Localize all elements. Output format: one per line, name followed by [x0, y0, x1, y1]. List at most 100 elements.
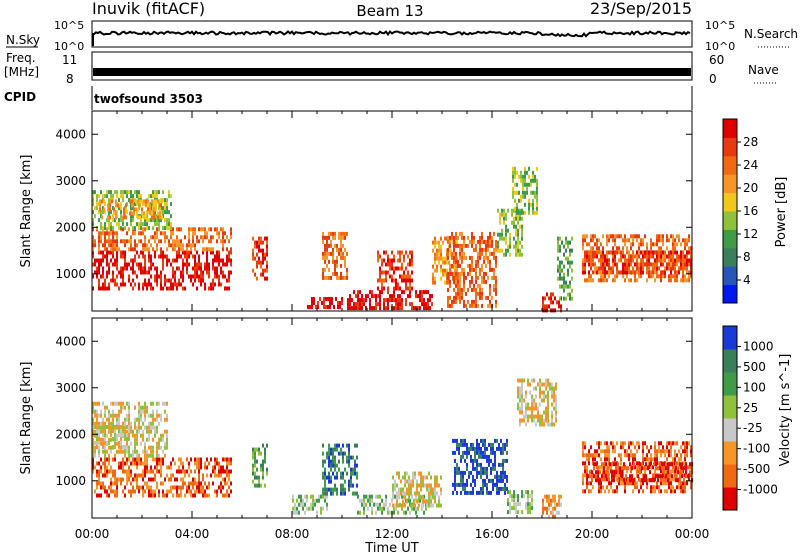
data-cell: [601, 474, 603, 479]
data-cell: [590, 445, 592, 450]
data-cell: [539, 402, 541, 407]
data-cell: [598, 250, 600, 255]
data-cell: [150, 235, 152, 240]
data-cell: [582, 258, 584, 263]
data-cell: [486, 490, 488, 495]
data-cell: [502, 450, 504, 455]
data-cell: [338, 231, 340, 236]
data-cell: [222, 262, 224, 267]
data-cell: [486, 470, 488, 475]
data-cell: [449, 271, 451, 276]
data-cell: [438, 244, 440, 249]
data-cell: [670, 449, 672, 454]
data-cell: [262, 272, 264, 277]
data-cell: [381, 286, 383, 291]
data-cell: [636, 270, 638, 275]
data-cell: [584, 453, 586, 458]
data-cell: [332, 259, 334, 264]
data-cell: [379, 506, 381, 511]
data-cell: [592, 234, 594, 239]
data-cell: [349, 298, 351, 303]
data-cell: [633, 478, 635, 483]
data-cell: [129, 199, 131, 204]
data-cell: [684, 457, 686, 462]
data-cell: [344, 247, 346, 252]
data-cell: [104, 437, 106, 441]
data-cell: [141, 207, 143, 212]
data-cell: [536, 198, 538, 203]
data-cell: [160, 274, 162, 279]
data-cell: [128, 477, 130, 482]
data-cell: [353, 290, 355, 295]
data-cell: [184, 262, 186, 267]
data-cell: [401, 302, 403, 307]
data-cell: [110, 449, 112, 454]
colorbar-tick-label: 4: [743, 273, 751, 287]
data-cell: [111, 199, 113, 204]
data-cell: [462, 482, 464, 487]
data-cell: [475, 259, 477, 264]
data-cell: [521, 208, 523, 213]
data-cell: [108, 250, 110, 255]
data-cell: [680, 453, 682, 458]
data-cell: [656, 238, 658, 243]
data-cell: [594, 250, 596, 255]
data-cell: [99, 203, 101, 208]
data-cell: [104, 457, 106, 462]
data-cell: [471, 243, 473, 248]
data-cell: [152, 469, 154, 474]
data-cell: [108, 409, 110, 414]
data-cell: [149, 211, 151, 216]
data-cell: [354, 463, 356, 468]
data-cell: [383, 258, 385, 263]
data-cell: [681, 466, 683, 471]
data-cell: [356, 455, 358, 460]
data-cell: [130, 258, 132, 263]
data-cell: [664, 453, 666, 458]
data-cell: [342, 471, 344, 476]
data-cell: [434, 256, 436, 261]
data-cell: [146, 453, 148, 458]
data-cell: [194, 493, 196, 498]
data-cell: [324, 467, 326, 472]
data-cell: [658, 238, 660, 243]
data-cell: [208, 239, 210, 244]
data-cell: [104, 243, 106, 248]
data-cell: [200, 461, 202, 466]
data-cell: [519, 378, 521, 383]
data-cell: [216, 270, 218, 275]
data-cell: [474, 450, 476, 455]
data-cell: [521, 244, 523, 249]
data-cell: [351, 306, 353, 311]
data-cell: [224, 239, 226, 244]
data-cell: [453, 243, 455, 248]
data-cell: [594, 457, 596, 462]
data-cell: [614, 278, 616, 283]
data-cell: [130, 243, 132, 248]
data-cell: [495, 243, 497, 248]
data-cell: [316, 510, 318, 515]
data-cell: [136, 194, 138, 199]
data-cell: [192, 227, 194, 232]
data-cell: [483, 247, 485, 252]
data-cell: [509, 494, 511, 499]
beam-title: Beam 13: [356, 2, 423, 20]
data-cell: [228, 278, 230, 283]
data-cell: [136, 473, 138, 478]
data-cell: [521, 510, 523, 515]
data-cell: [531, 378, 533, 383]
data-cell: [544, 494, 546, 499]
data-cell: [401, 274, 403, 279]
data-cell: [126, 461, 128, 466]
data-cell: [606, 477, 608, 482]
data-cell: [128, 262, 130, 267]
data-cell: [488, 478, 490, 483]
data-cell: [686, 441, 688, 446]
data-cell: [387, 306, 389, 311]
data-cell: [454, 474, 456, 479]
data-cell: [674, 242, 676, 247]
data-cell: [96, 413, 98, 418]
data-cell: [401, 494, 403, 499]
data-cell: [322, 255, 324, 260]
data-cell: [399, 258, 401, 263]
